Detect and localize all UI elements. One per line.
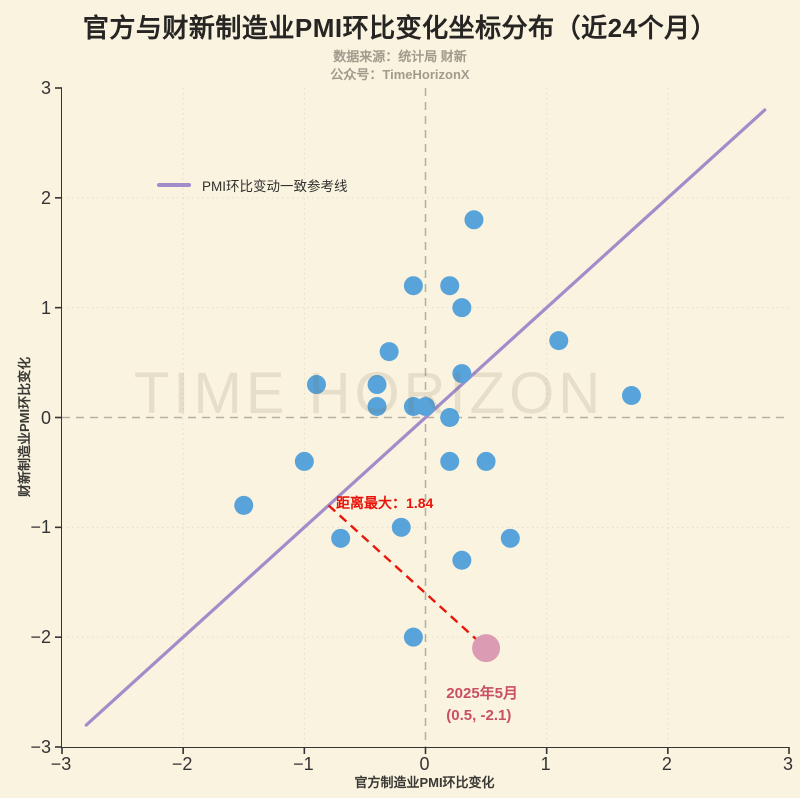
highlight-point-coords: (0.5, -2.1)	[446, 707, 512, 725]
x-tick-label: −2	[171, 754, 193, 774]
highlight-point-date: 2025年5月	[446, 685, 519, 703]
data-point	[621, 386, 641, 406]
data-point	[294, 451, 314, 471]
x-tick-label: 2	[661, 754, 672, 774]
chart-title: 官方与财新制造业PMI环比变化坐标分布（近24个月）	[82, 13, 718, 43]
y-tick-label: −2	[30, 627, 51, 648]
data-point	[306, 375, 326, 395]
y-tick-label: 0	[40, 407, 51, 428]
data-point	[452, 298, 472, 318]
x-tick-label: 0	[419, 754, 430, 774]
data-point	[331, 528, 351, 548]
y-tick-label: 2	[40, 187, 51, 208]
x-axis-label: 官方制造业PMI环比变化	[354, 775, 495, 790]
data-point	[234, 495, 254, 515]
y-tick-label: 1	[40, 297, 51, 318]
data-point	[391, 517, 411, 537]
data-point	[464, 210, 484, 230]
data-point	[403, 627, 423, 647]
data-point	[452, 550, 472, 570]
chart-subtitle: 数据来源：统计局 财新 公众号：TimeHorizonX	[0, 48, 800, 84]
subtitle-account: 公众号：TimeHorizonX	[330, 67, 470, 82]
data-point	[549, 331, 569, 351]
data-point	[416, 397, 435, 417]
data-point	[440, 408, 460, 427]
distance-label: 距离最大：1.84	[336, 495, 434, 512]
legend-reference-line-swatch	[157, 183, 191, 187]
watermark-text: TIME HORIZON	[134, 361, 605, 426]
data-point	[476, 451, 496, 471]
highlight-point-label: 2025年5月 (0.5, -2.1)	[446, 683, 518, 727]
data-point	[367, 397, 387, 417]
y-tick-label: −3	[30, 737, 51, 757]
plot-area: TIME HORIZON PMI环比变动一致参考线	[55, 87, 790, 754]
scatter-plot-svg	[55, 87, 790, 754]
y-tick-label: 3	[40, 78, 51, 98]
data-point	[403, 276, 423, 296]
y-tick-label: −1	[30, 517, 51, 538]
data-point	[367, 375, 387, 395]
data-point	[500, 528, 520, 548]
x-tick-label: 3	[782, 754, 793, 774]
x-tick-label: −1	[293, 754, 314, 774]
x-tick-label: −3	[50, 754, 72, 774]
data-point	[440, 451, 460, 471]
data-point	[452, 364, 472, 384]
highlight-point	[472, 634, 501, 663]
reference-line	[84, 108, 767, 727]
legend-reference-line-label: PMI环比变动一致参考线	[202, 179, 348, 194]
distance-line	[327, 504, 487, 650]
data-point	[440, 276, 460, 296]
x-tick-label: 1	[540, 754, 551, 774]
legend: PMI环比变动一致参考线	[157, 176, 348, 194]
subtitle-source: 数据来源：统计局 财新	[333, 49, 467, 64]
data-point	[379, 342, 399, 362]
